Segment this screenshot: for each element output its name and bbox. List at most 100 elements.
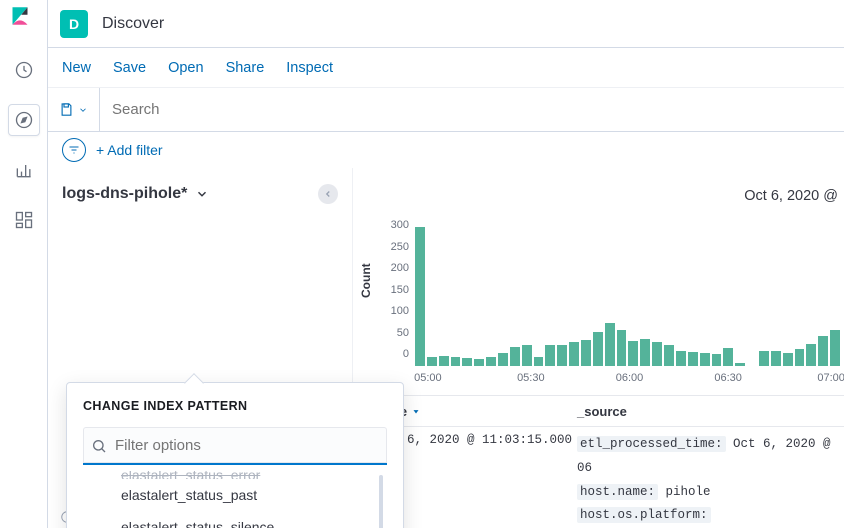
saved-query-button[interactable]: [48, 88, 100, 132]
bar[interactable]: [617, 330, 627, 366]
save-link[interactable]: Save: [113, 60, 146, 76]
y-tick: 250: [379, 241, 409, 253]
bar[interactable]: [628, 341, 638, 366]
chevron-down-icon: [195, 187, 209, 201]
bar[interactable]: [439, 356, 449, 366]
bar[interactable]: [605, 323, 615, 366]
index-pattern-button[interactable]: logs-dns-pihole*: [62, 185, 209, 203]
kibana-logo-icon[interactable]: [10, 6, 38, 34]
table-header: Time _source: [353, 395, 844, 427]
bar[interactable]: [557, 345, 567, 366]
bar[interactable]: [474, 359, 484, 366]
action-toolbar: New Save Open Share Inspect: [48, 48, 844, 88]
table-row: Oct 6, 2020 @ 11:03:15.000 etl_processed…: [353, 427, 844, 528]
kv-key: etl_processed_time:: [577, 436, 726, 452]
y-tick: 200: [379, 262, 409, 274]
bar[interactable]: [783, 353, 793, 366]
save-icon: [59, 102, 74, 117]
chevron-left-icon: [323, 189, 333, 199]
bar[interactable]: [688, 352, 698, 366]
index-pattern-popover: CHANGE INDEX PATTERN elastalert_status_e…: [66, 382, 404, 528]
query-bar: [100, 88, 844, 132]
bar[interactable]: [581, 340, 591, 366]
pattern-item[interactable]: elastalert_status_error: [83, 471, 387, 479]
bar[interactable]: [498, 353, 508, 366]
bar[interactable]: [545, 345, 555, 366]
kv-key: host.os.platform:: [577, 507, 711, 523]
x-axis: 05:0005:3006:0006:3007:00: [415, 366, 844, 390]
page-title: Discover: [102, 15, 164, 33]
bar[interactable]: [510, 347, 520, 366]
bar[interactable]: [723, 348, 733, 366]
nav-visualize-icon[interactable]: [8, 154, 40, 186]
share-link[interactable]: Share: [226, 60, 265, 76]
bar[interactable]: [830, 330, 840, 366]
bar[interactable]: [427, 357, 437, 366]
kv-val: pihole: [666, 485, 711, 499]
column-source[interactable]: _source: [577, 404, 844, 419]
y-tick: 100: [379, 305, 409, 317]
pattern-item[interactable]: elastalert_status_past: [83, 479, 387, 511]
cell-time: Oct 6, 2020 @ 11:03:15.000: [377, 433, 577, 447]
filter-bar: + Add filter: [48, 132, 844, 168]
bar[interactable]: [640, 339, 650, 366]
y-axis-label: Count: [359, 263, 373, 298]
kv-key: host.name:: [577, 484, 658, 500]
nav-rail: [0, 0, 48, 528]
bar[interactable]: [593, 332, 603, 366]
y-tick: 0: [379, 348, 409, 360]
pattern-item-label: elastalert_status_silence: [121, 519, 274, 528]
column-time[interactable]: Time: [377, 404, 577, 419]
y-tick: 150: [379, 284, 409, 296]
open-link[interactable]: Open: [168, 60, 203, 76]
index-pattern-label: logs-dns-pihole*: [62, 185, 187, 203]
bar[interactable]: [795, 349, 805, 366]
chevron-down-icon: [78, 105, 88, 115]
x-tick: 06:30: [714, 372, 742, 384]
inspect-link[interactable]: Inspect: [286, 60, 333, 76]
new-link[interactable]: New: [62, 60, 91, 76]
add-filter-button[interactable]: + Add filter: [96, 142, 163, 158]
filter-options-input[interactable]: [83, 427, 387, 465]
bar[interactable]: [806, 344, 816, 366]
bar[interactable]: [486, 357, 496, 366]
column-source-label: _source: [577, 404, 627, 419]
bar[interactable]: [664, 345, 674, 366]
app-root: D Discover New Save Open Share Inspect +: [0, 0, 844, 528]
nav-recent-icon[interactable]: [8, 54, 40, 86]
top-bar: D Discover: [48, 0, 844, 48]
app-badge-letter: D: [69, 16, 79, 32]
bar[interactable]: [522, 345, 532, 366]
search-icon: [91, 438, 107, 454]
bar[interactable]: [700, 353, 710, 366]
bar[interactable]: [569, 342, 579, 366]
app-badge: D: [60, 10, 88, 38]
bar[interactable]: [534, 357, 544, 366]
bars-container: [415, 216, 840, 366]
bar[interactable]: [462, 358, 472, 366]
x-tick: 05:00: [414, 372, 442, 384]
popover-title: CHANGE INDEX PATTERN: [83, 399, 387, 413]
nav-dashboard-icon[interactable]: [8, 204, 40, 236]
histogram-chart: Count 050100150200250300 05:00 05:30 06:00…: [353, 168, 844, 395]
filter-settings-button[interactable]: [62, 138, 86, 162]
bar[interactable]: [415, 227, 425, 366]
bar[interactable]: [676, 351, 686, 366]
bar[interactable]: [652, 342, 662, 366]
bar[interactable]: [759, 351, 769, 366]
nav-discover-icon[interactable]: [8, 104, 40, 136]
pattern-item-label: elastalert_status_error: [121, 471, 260, 479]
bar[interactable]: [771, 351, 781, 366]
pattern-item-label: elastalert_status_past: [121, 487, 257, 503]
bar[interactable]: [451, 357, 461, 366]
bar[interactable]: [712, 354, 722, 366]
index-pattern-selector: logs-dns-pihole*: [60, 178, 340, 210]
chart-plot-area: 050100150200250300: [415, 216, 844, 366]
x-tick: 05:30: [517, 372, 545, 384]
bar[interactable]: [818, 336, 828, 366]
pattern-list[interactable]: elastalert_status_error elastalert_statu…: [83, 471, 387, 528]
x-tick: 06:00: [616, 372, 644, 384]
collapse-sidebar-button[interactable]: [318, 184, 338, 204]
pattern-item[interactable]: elastalert_status_silence: [83, 511, 387, 528]
search-input[interactable]: [112, 101, 832, 118]
